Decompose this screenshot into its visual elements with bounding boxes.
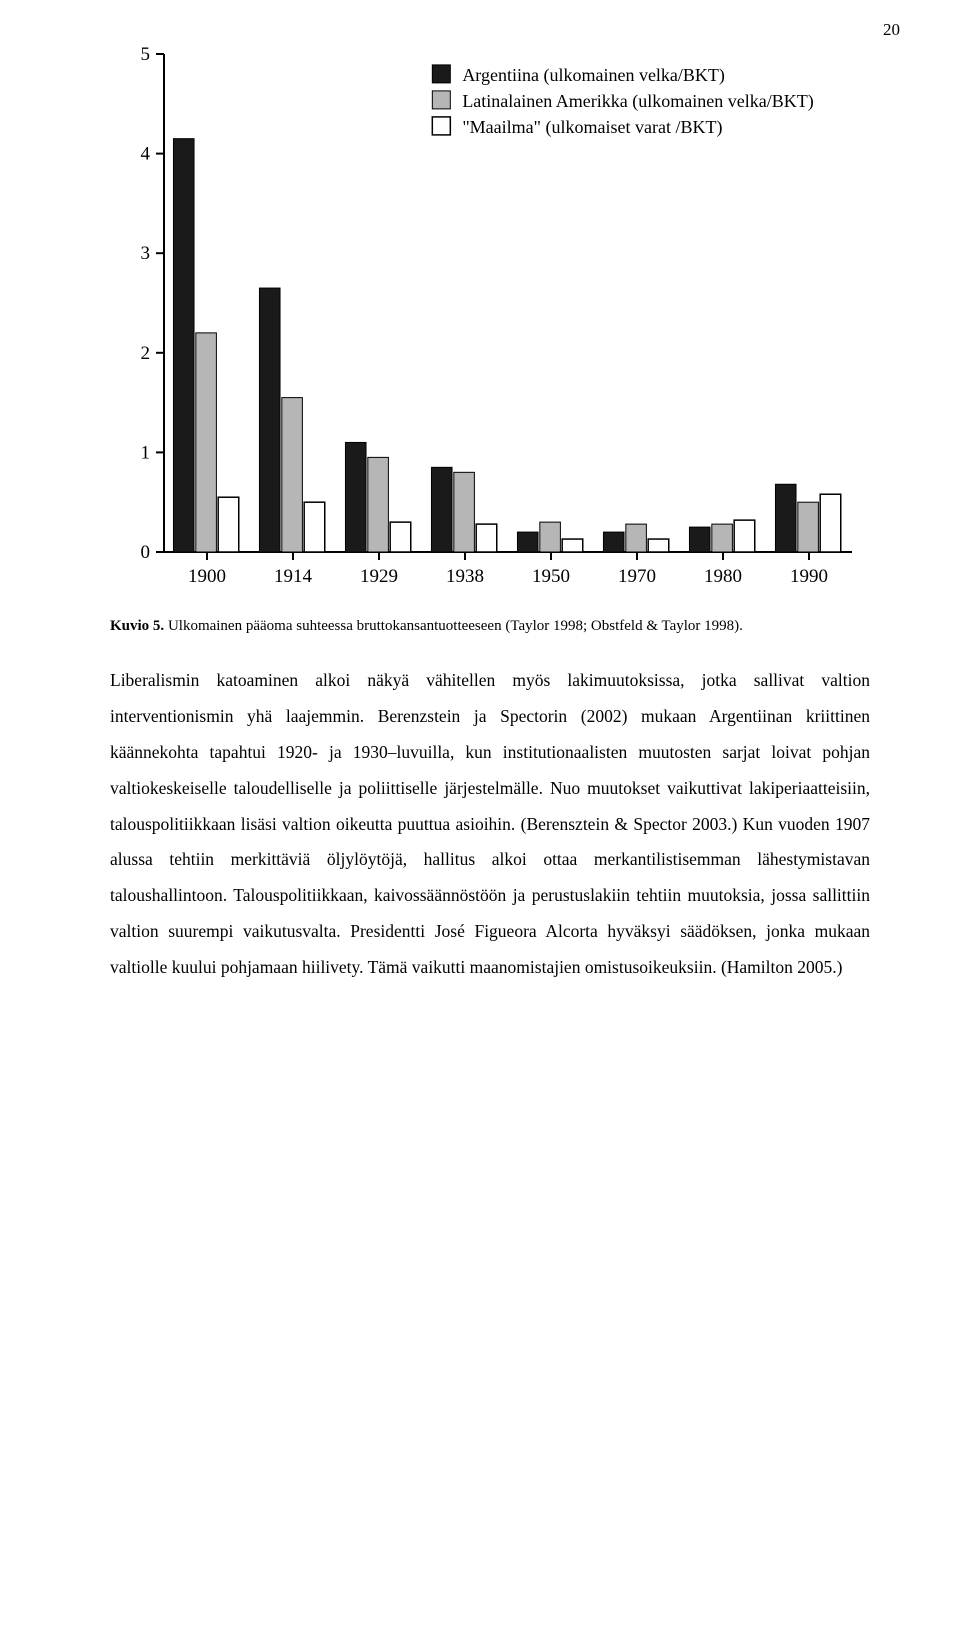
svg-text:"Maailma" (ulkomaiset varat /B: "Maailma" (ulkomaiset varat /BKT) xyxy=(462,117,722,138)
svg-text:1: 1 xyxy=(141,442,151,463)
svg-text:5: 5 xyxy=(141,44,151,65)
svg-text:Latinalainen Amerikka (ulkomai: Latinalainen Amerikka (ulkomainen velka/… xyxy=(462,91,813,112)
page-number: 20 xyxy=(883,20,900,40)
svg-text:1990: 1990 xyxy=(790,566,828,587)
svg-text:1950: 1950 xyxy=(532,566,570,587)
svg-text:Argentiina (ulkomainen velka/B: Argentiina (ulkomainen velka/BKT) xyxy=(462,65,725,86)
svg-text:1938: 1938 xyxy=(446,566,484,587)
chart-caption: Kuvio 5. Ulkomainen pääoma suhteessa bru… xyxy=(110,618,870,635)
svg-text:0: 0 xyxy=(141,542,151,563)
chart-container: 0 1 2 3 4 5 1900 1914 1929 1938 1950 1970 1980 1990 Ar… xyxy=(110,40,870,600)
svg-text:2: 2 xyxy=(141,343,151,364)
svg-text:1900: 1900 xyxy=(188,566,226,587)
svg-text:4: 4 xyxy=(141,144,151,165)
svg-text:3: 3 xyxy=(141,243,151,264)
svg-text:1970: 1970 xyxy=(618,566,656,587)
svg-text:1914: 1914 xyxy=(274,566,313,587)
svg-text:1980: 1980 xyxy=(704,566,742,587)
caption-text: Ulkomainen pääoma suhteessa bruttokansan… xyxy=(164,618,743,634)
caption-lead: Kuvio 5. xyxy=(110,618,164,634)
svg-text:1929: 1929 xyxy=(360,566,398,587)
body-paragraph: Liberalismin katoaminen alkoi näkyä vähi… xyxy=(110,663,870,986)
bar-chart: 0 1 2 3 4 5 1900 1914 1929 1938 1950 1970 1980 1990 Ar… xyxy=(110,40,870,600)
